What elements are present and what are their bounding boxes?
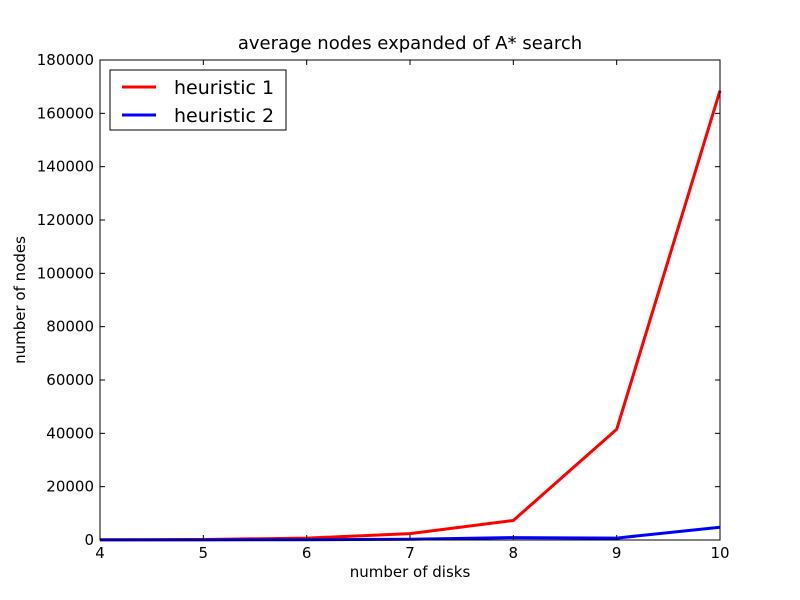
y-tick-label: 140000 [37, 158, 94, 176]
legend-box [109, 69, 287, 131]
x-tick-label: 8 [509, 544, 519, 562]
y-axis-label: number of nodes [11, 236, 29, 364]
chart-title: average nodes expanded of A* search [238, 33, 582, 54]
series-layer [99, 90, 722, 542]
y-tick-label: 0 [84, 531, 94, 549]
legend-label-2: heuristic 2 [174, 105, 274, 127]
x-tick-label: 10 [710, 544, 729, 562]
x-tick-label: 6 [302, 544, 312, 562]
y-tick-label: 20000 [46, 478, 94, 496]
y-tick-label: 60000 [46, 371, 94, 389]
ticks-layer: 4 5 6 7 8 9 10 0 20000 40000 60000 80000 100000 12000… [37, 51, 730, 562]
y-tick-label: 80000 [46, 318, 94, 336]
y-tick-label: 120000 [37, 211, 94, 229]
y-tick-label: 180000 [37, 51, 94, 69]
x-tick-label: 9 [612, 544, 622, 562]
legend: heuristic 1 heuristic 2 [109, 69, 287, 131]
x-tick-label: 5 [199, 544, 209, 562]
y-tick-label: 160000 [37, 104, 94, 122]
series-line-1 [99, 90, 722, 542]
x-tick-label: 4 [95, 544, 105, 562]
x-tick-label: 7 [405, 544, 415, 562]
y-tick-label: 100000 [37, 264, 94, 282]
plot-frame [99, 59, 721, 541]
x-axis-label: number of disks [350, 563, 471, 581]
legend-label-1: heuristic 1 [174, 77, 274, 99]
y-tick-label: 40000 [46, 424, 94, 442]
